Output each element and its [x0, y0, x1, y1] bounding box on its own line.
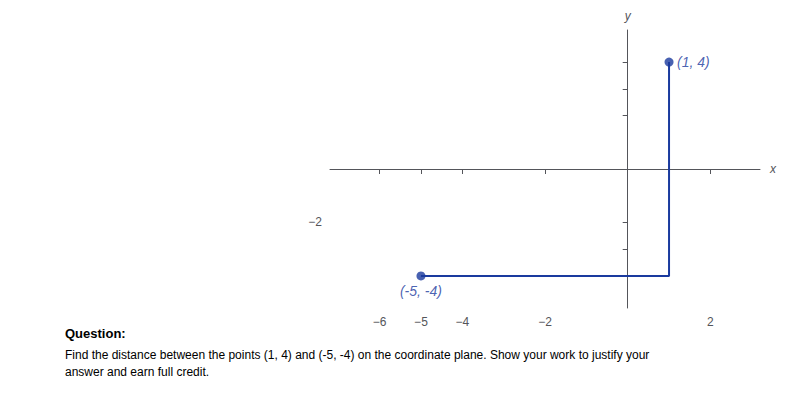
svg-text:answer and earn full credit.: answer and earn full credit.: [65, 365, 209, 379]
svg-text:−2: −2: [538, 315, 552, 329]
svg-text:y: y: [624, 9, 632, 23]
svg-text:−4: −4: [455, 315, 469, 329]
svg-text:−2: −2: [308, 215, 322, 229]
svg-text:x: x: [769, 162, 777, 176]
svg-text:Find the distance between the: Find the distance between the points (1,…: [65, 348, 649, 362]
svg-text:(-5, -4): (-5, -4): [400, 283, 442, 299]
svg-text:Question:: Question:: [65, 326, 126, 341]
svg-text:−6: −6: [373, 315, 387, 329]
svg-text:−5: −5: [414, 315, 428, 329]
svg-text:(1, 4): (1, 4): [677, 54, 710, 70]
svg-text:2: 2: [707, 315, 714, 329]
